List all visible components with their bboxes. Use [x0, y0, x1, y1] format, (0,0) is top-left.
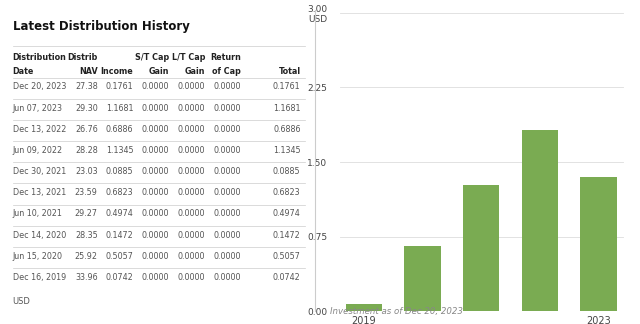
- Text: 28.35: 28.35: [75, 231, 98, 239]
- Text: 0.4974: 0.4974: [106, 209, 134, 218]
- Text: 0.0000: 0.0000: [142, 273, 169, 282]
- Text: 0.0000: 0.0000: [213, 188, 241, 197]
- Text: 0.0000: 0.0000: [142, 209, 169, 218]
- Text: of Cap: of Cap: [212, 67, 241, 75]
- Text: 23.03: 23.03: [75, 167, 98, 176]
- Text: 0.0000: 0.0000: [177, 104, 205, 112]
- Text: Dec 14, 2020: Dec 14, 2020: [13, 231, 66, 239]
- Text: 0.0000: 0.0000: [142, 252, 169, 261]
- Text: 0.5057: 0.5057: [273, 252, 301, 261]
- Text: 0.0742: 0.0742: [273, 273, 301, 282]
- Text: 0.0000: 0.0000: [142, 146, 169, 155]
- Text: 1.1345: 1.1345: [273, 146, 301, 155]
- Text: 1.1345: 1.1345: [106, 146, 134, 155]
- Text: 0.0000: 0.0000: [213, 125, 241, 134]
- Text: 27.38: 27.38: [75, 82, 98, 91]
- Bar: [522, 130, 558, 311]
- Text: Latest Distribution History: Latest Distribution History: [13, 20, 189, 33]
- Text: 0.0000: 0.0000: [213, 146, 241, 155]
- Text: USD: USD: [13, 297, 31, 306]
- Text: 29.30: 29.30: [75, 104, 98, 112]
- Text: Return: Return: [210, 53, 241, 62]
- Text: 0.0000: 0.0000: [142, 125, 169, 134]
- Text: 0.0000: 0.0000: [142, 82, 169, 91]
- Text: 0.5057: 0.5057: [106, 252, 134, 261]
- Text: Jun 15, 2020: Jun 15, 2020: [13, 252, 63, 261]
- Text: 28.28: 28.28: [75, 146, 98, 155]
- Bar: [346, 304, 382, 311]
- Text: 0.0000: 0.0000: [177, 273, 205, 282]
- Text: 0.4974: 0.4974: [273, 209, 301, 218]
- Text: Dec 30, 2021: Dec 30, 2021: [13, 167, 66, 176]
- Text: 0.0000: 0.0000: [213, 273, 241, 282]
- Text: 0.0000: 0.0000: [213, 82, 241, 91]
- Text: 0.0000: 0.0000: [177, 188, 205, 197]
- Text: 0.0000: 0.0000: [213, 252, 241, 261]
- Text: Dec 13, 2021: Dec 13, 2021: [13, 188, 66, 197]
- Text: 0.0000: 0.0000: [142, 188, 169, 197]
- Text: Investment as of Dec 20, 2023: Investment as of Dec 20, 2023: [330, 307, 463, 316]
- Text: 26.76: 26.76: [75, 125, 98, 134]
- Text: 23.59: 23.59: [75, 188, 98, 197]
- Text: Jun 10, 2021: Jun 10, 2021: [13, 209, 63, 218]
- Text: 25.92: 25.92: [75, 252, 98, 261]
- Text: Jun 07, 2023: Jun 07, 2023: [13, 104, 63, 112]
- Bar: [404, 246, 441, 311]
- Text: 1.1681: 1.1681: [106, 104, 134, 112]
- Text: Dec 16, 2019: Dec 16, 2019: [13, 273, 66, 282]
- Text: 0.0000: 0.0000: [177, 252, 205, 261]
- Text: 0.0000: 0.0000: [213, 104, 241, 112]
- Text: Gain: Gain: [184, 67, 205, 75]
- Text: 29.27: 29.27: [75, 209, 98, 218]
- Text: 0.0885: 0.0885: [273, 167, 301, 176]
- Text: 33.96: 33.96: [75, 273, 98, 282]
- Text: 0.6823: 0.6823: [106, 188, 134, 197]
- Text: 0.0000: 0.0000: [142, 167, 169, 176]
- Text: 0.0000: 0.0000: [177, 125, 205, 134]
- Text: 0.0742: 0.0742: [106, 273, 134, 282]
- Text: Jun 09, 2022: Jun 09, 2022: [13, 146, 63, 155]
- Text: L/T Cap: L/T Cap: [172, 53, 205, 62]
- Text: 0.0000: 0.0000: [177, 231, 205, 239]
- Text: 0.0000: 0.0000: [213, 167, 241, 176]
- Bar: [580, 178, 617, 311]
- Text: 0.6886: 0.6886: [106, 125, 134, 134]
- Text: 0.0000: 0.0000: [177, 146, 205, 155]
- Text: 0.0000: 0.0000: [213, 209, 241, 218]
- Text: 0.0000: 0.0000: [142, 231, 169, 239]
- Text: 0.0000: 0.0000: [213, 231, 241, 239]
- Text: Dec 20, 2023: Dec 20, 2023: [13, 82, 66, 91]
- Text: 0.0000: 0.0000: [177, 82, 205, 91]
- Text: Dec 13, 2022: Dec 13, 2022: [13, 125, 66, 134]
- Text: 0.0885: 0.0885: [106, 167, 134, 176]
- Text: 1.1681: 1.1681: [273, 104, 301, 112]
- Text: Income: Income: [100, 67, 134, 75]
- Text: 0.6823: 0.6823: [273, 188, 301, 197]
- Text: Distribution: Distribution: [13, 53, 67, 62]
- Text: 0.0000: 0.0000: [177, 209, 205, 218]
- Text: Gain: Gain: [148, 67, 169, 75]
- Text: 0.6886: 0.6886: [273, 125, 301, 134]
- Text: 0.1472: 0.1472: [106, 231, 134, 239]
- Text: S/T Cap: S/T Cap: [135, 53, 169, 62]
- Text: 0.1761: 0.1761: [273, 82, 301, 91]
- Text: 0.0000: 0.0000: [177, 167, 205, 176]
- Text: 0.1761: 0.1761: [106, 82, 134, 91]
- Text: Date: Date: [13, 67, 34, 75]
- Bar: [463, 185, 499, 311]
- Text: 0.0000: 0.0000: [142, 104, 169, 112]
- Text: Total: Total: [278, 67, 301, 75]
- Text: NAV: NAV: [79, 67, 98, 75]
- Text: 0.1472: 0.1472: [273, 231, 301, 239]
- Text: Distrib: Distrib: [67, 53, 98, 62]
